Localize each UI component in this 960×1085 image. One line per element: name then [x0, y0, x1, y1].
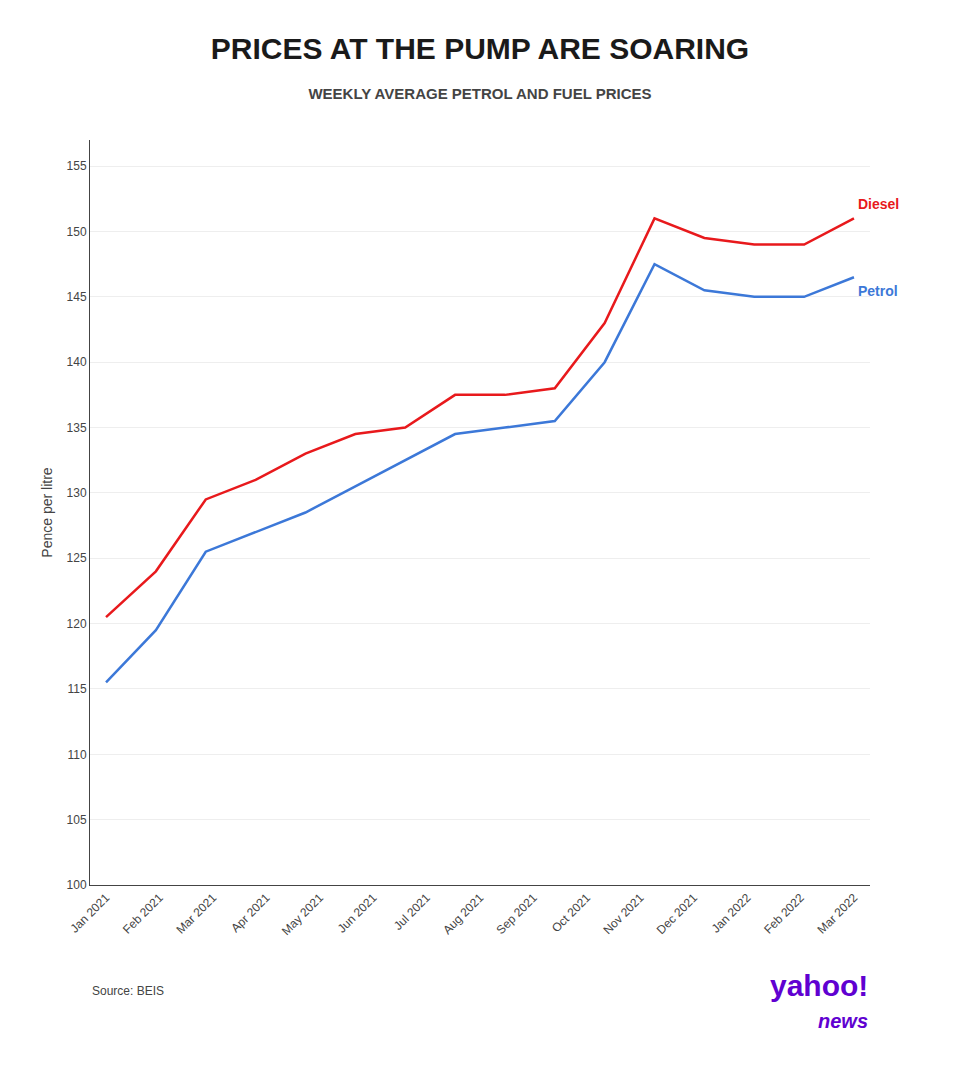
svg-text:140: 140 — [67, 355, 87, 369]
svg-text:Jan 2021: Jan 2021 — [68, 891, 113, 936]
svg-text:Mar 2022: Mar 2022 — [815, 891, 861, 937]
svg-text:Petrol: Petrol — [858, 283, 898, 299]
svg-text:150: 150 — [67, 225, 87, 239]
svg-text:Jun 2021: Jun 2021 — [335, 891, 380, 936]
svg-text:135: 135 — [67, 421, 87, 435]
svg-text:115: 115 — [67, 682, 86, 696]
svg-text:Sep 2021: Sep 2021 — [494, 891, 540, 937]
svg-text:145: 145 — [67, 290, 87, 304]
svg-text:155: 155 — [67, 159, 87, 173]
svg-text:yahoo!: yahoo! — [770, 969, 868, 1002]
svg-text:105: 105 — [67, 813, 87, 827]
svg-text:Dec 2021: Dec 2021 — [654, 891, 700, 937]
svg-text:Mar 2021: Mar 2021 — [173, 891, 219, 937]
svg-text:Source: BEIS: Source: BEIS — [92, 984, 164, 998]
svg-text:Nov 2021: Nov 2021 — [600, 891, 646, 937]
svg-text:Diesel: Diesel — [858, 196, 899, 212]
svg-text:110: 110 — [67, 748, 86, 762]
svg-text:news: news — [818, 1010, 868, 1032]
svg-text:Feb 2022: Feb 2022 — [761, 891, 807, 937]
svg-text:WEEKLY AVERAGE PETROL AND FUEL: WEEKLY AVERAGE PETROL AND FUEL PRICES — [308, 85, 651, 102]
svg-text:May 2021: May 2021 — [279, 891, 326, 938]
svg-text:Aug 2021: Aug 2021 — [440, 891, 486, 937]
svg-text:100: 100 — [67, 878, 87, 892]
svg-text:130: 130 — [67, 486, 87, 500]
svg-text:120: 120 — [67, 617, 87, 631]
svg-text:Jul 2021: Jul 2021 — [391, 891, 433, 933]
svg-text:125: 125 — [67, 551, 87, 565]
svg-text:PRICES AT THE PUMP ARE SOARING: PRICES AT THE PUMP ARE SOARING — [211, 32, 749, 65]
svg-text:Feb 2021: Feb 2021 — [120, 891, 166, 937]
svg-text:Oct 2021: Oct 2021 — [549, 891, 594, 936]
svg-text:Apr 2021: Apr 2021 — [228, 891, 273, 936]
svg-text:Jan 2022: Jan 2022 — [709, 891, 754, 936]
svg-text:Pence per litre: Pence per litre — [39, 467, 55, 557]
